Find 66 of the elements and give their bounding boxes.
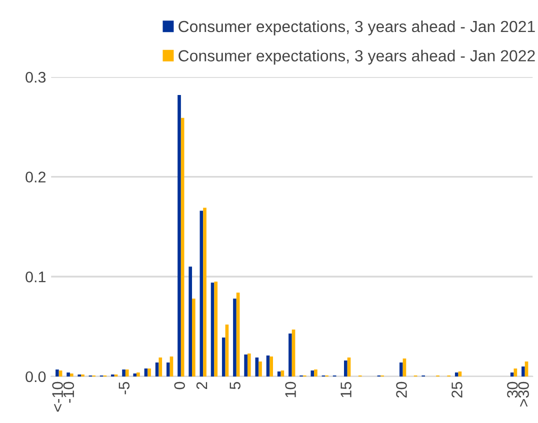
x-tick-label: 2	[196, 382, 208, 390]
bar	[133, 373, 137, 376]
bar	[70, 373, 74, 376]
bar	[58, 370, 62, 376]
x-tick-label: 25	[452, 382, 462, 398]
bar	[233, 298, 236, 376]
bar	[122, 369, 126, 376]
y-tick-label: 0.2	[26, 172, 46, 182]
bar	[222, 338, 226, 376]
y-tick-label: 0.1	[26, 272, 46, 282]
x-tick-label: 0	[174, 382, 186, 390]
legend-label: Consumer expectations, 3 years ahead - Jan 2022	[178, 50, 535, 65]
bar	[144, 368, 148, 376]
bar	[247, 354, 251, 376]
x-tick-label: 20	[396, 382, 407, 398]
bar	[458, 371, 462, 376]
bar	[192, 298, 196, 376]
bar	[56, 369, 59, 376]
bar	[66, 372, 70, 376]
bar	[214, 282, 218, 376]
x-tick-label: >30	[518, 382, 529, 406]
bar	[347, 358, 351, 376]
bar	[200, 210, 204, 376]
bar	[188, 266, 192, 376]
bar	[344, 360, 348, 376]
x-tick-label: <-10	[52, 382, 63, 412]
bar	[136, 372, 140, 376]
bar	[255, 358, 259, 376]
bar	[203, 208, 206, 376]
bar	[522, 366, 525, 376]
bar	[258, 361, 262, 376]
bar	[178, 94, 181, 376]
bar	[266, 356, 270, 376]
x-tick-label: -5	[118, 382, 130, 394]
x-tick-label: 15	[340, 382, 352, 398]
bar	[210, 282, 214, 376]
bar	[270, 356, 274, 376]
bar	[514, 368, 518, 376]
bar	[125, 369, 129, 376]
bar	[244, 354, 248, 376]
x-tick-label: 10	[285, 382, 296, 398]
x-tick-label: -10	[63, 382, 74, 403]
bar	[399, 362, 403, 376]
bar	[155, 362, 159, 376]
bar	[510, 372, 514, 376]
bar	[314, 369, 318, 376]
bar	[524, 361, 528, 376]
bar	[180, 118, 184, 376]
bar	[280, 370, 284, 376]
bar	[225, 324, 229, 376]
bar	[292, 330, 296, 376]
bar	[148, 368, 151, 376]
bar	[236, 292, 240, 376]
y-tick-label: 0.0	[26, 371, 46, 382]
x-tick-label: 5	[230, 382, 240, 390]
legend-label: Consumer expectations, 3 years ahead - Jan 2021	[178, 20, 535, 36]
x-tick-label: 30	[507, 382, 518, 398]
bar	[170, 356, 174, 376]
bar	[277, 371, 281, 376]
bar	[402, 358, 406, 376]
y-tick-label: 0.3	[26, 72, 46, 83]
bar	[158, 358, 162, 376]
bar	[454, 372, 458, 376]
bar	[310, 370, 314, 376]
bar	[288, 334, 292, 376]
bar	[166, 362, 170, 376]
